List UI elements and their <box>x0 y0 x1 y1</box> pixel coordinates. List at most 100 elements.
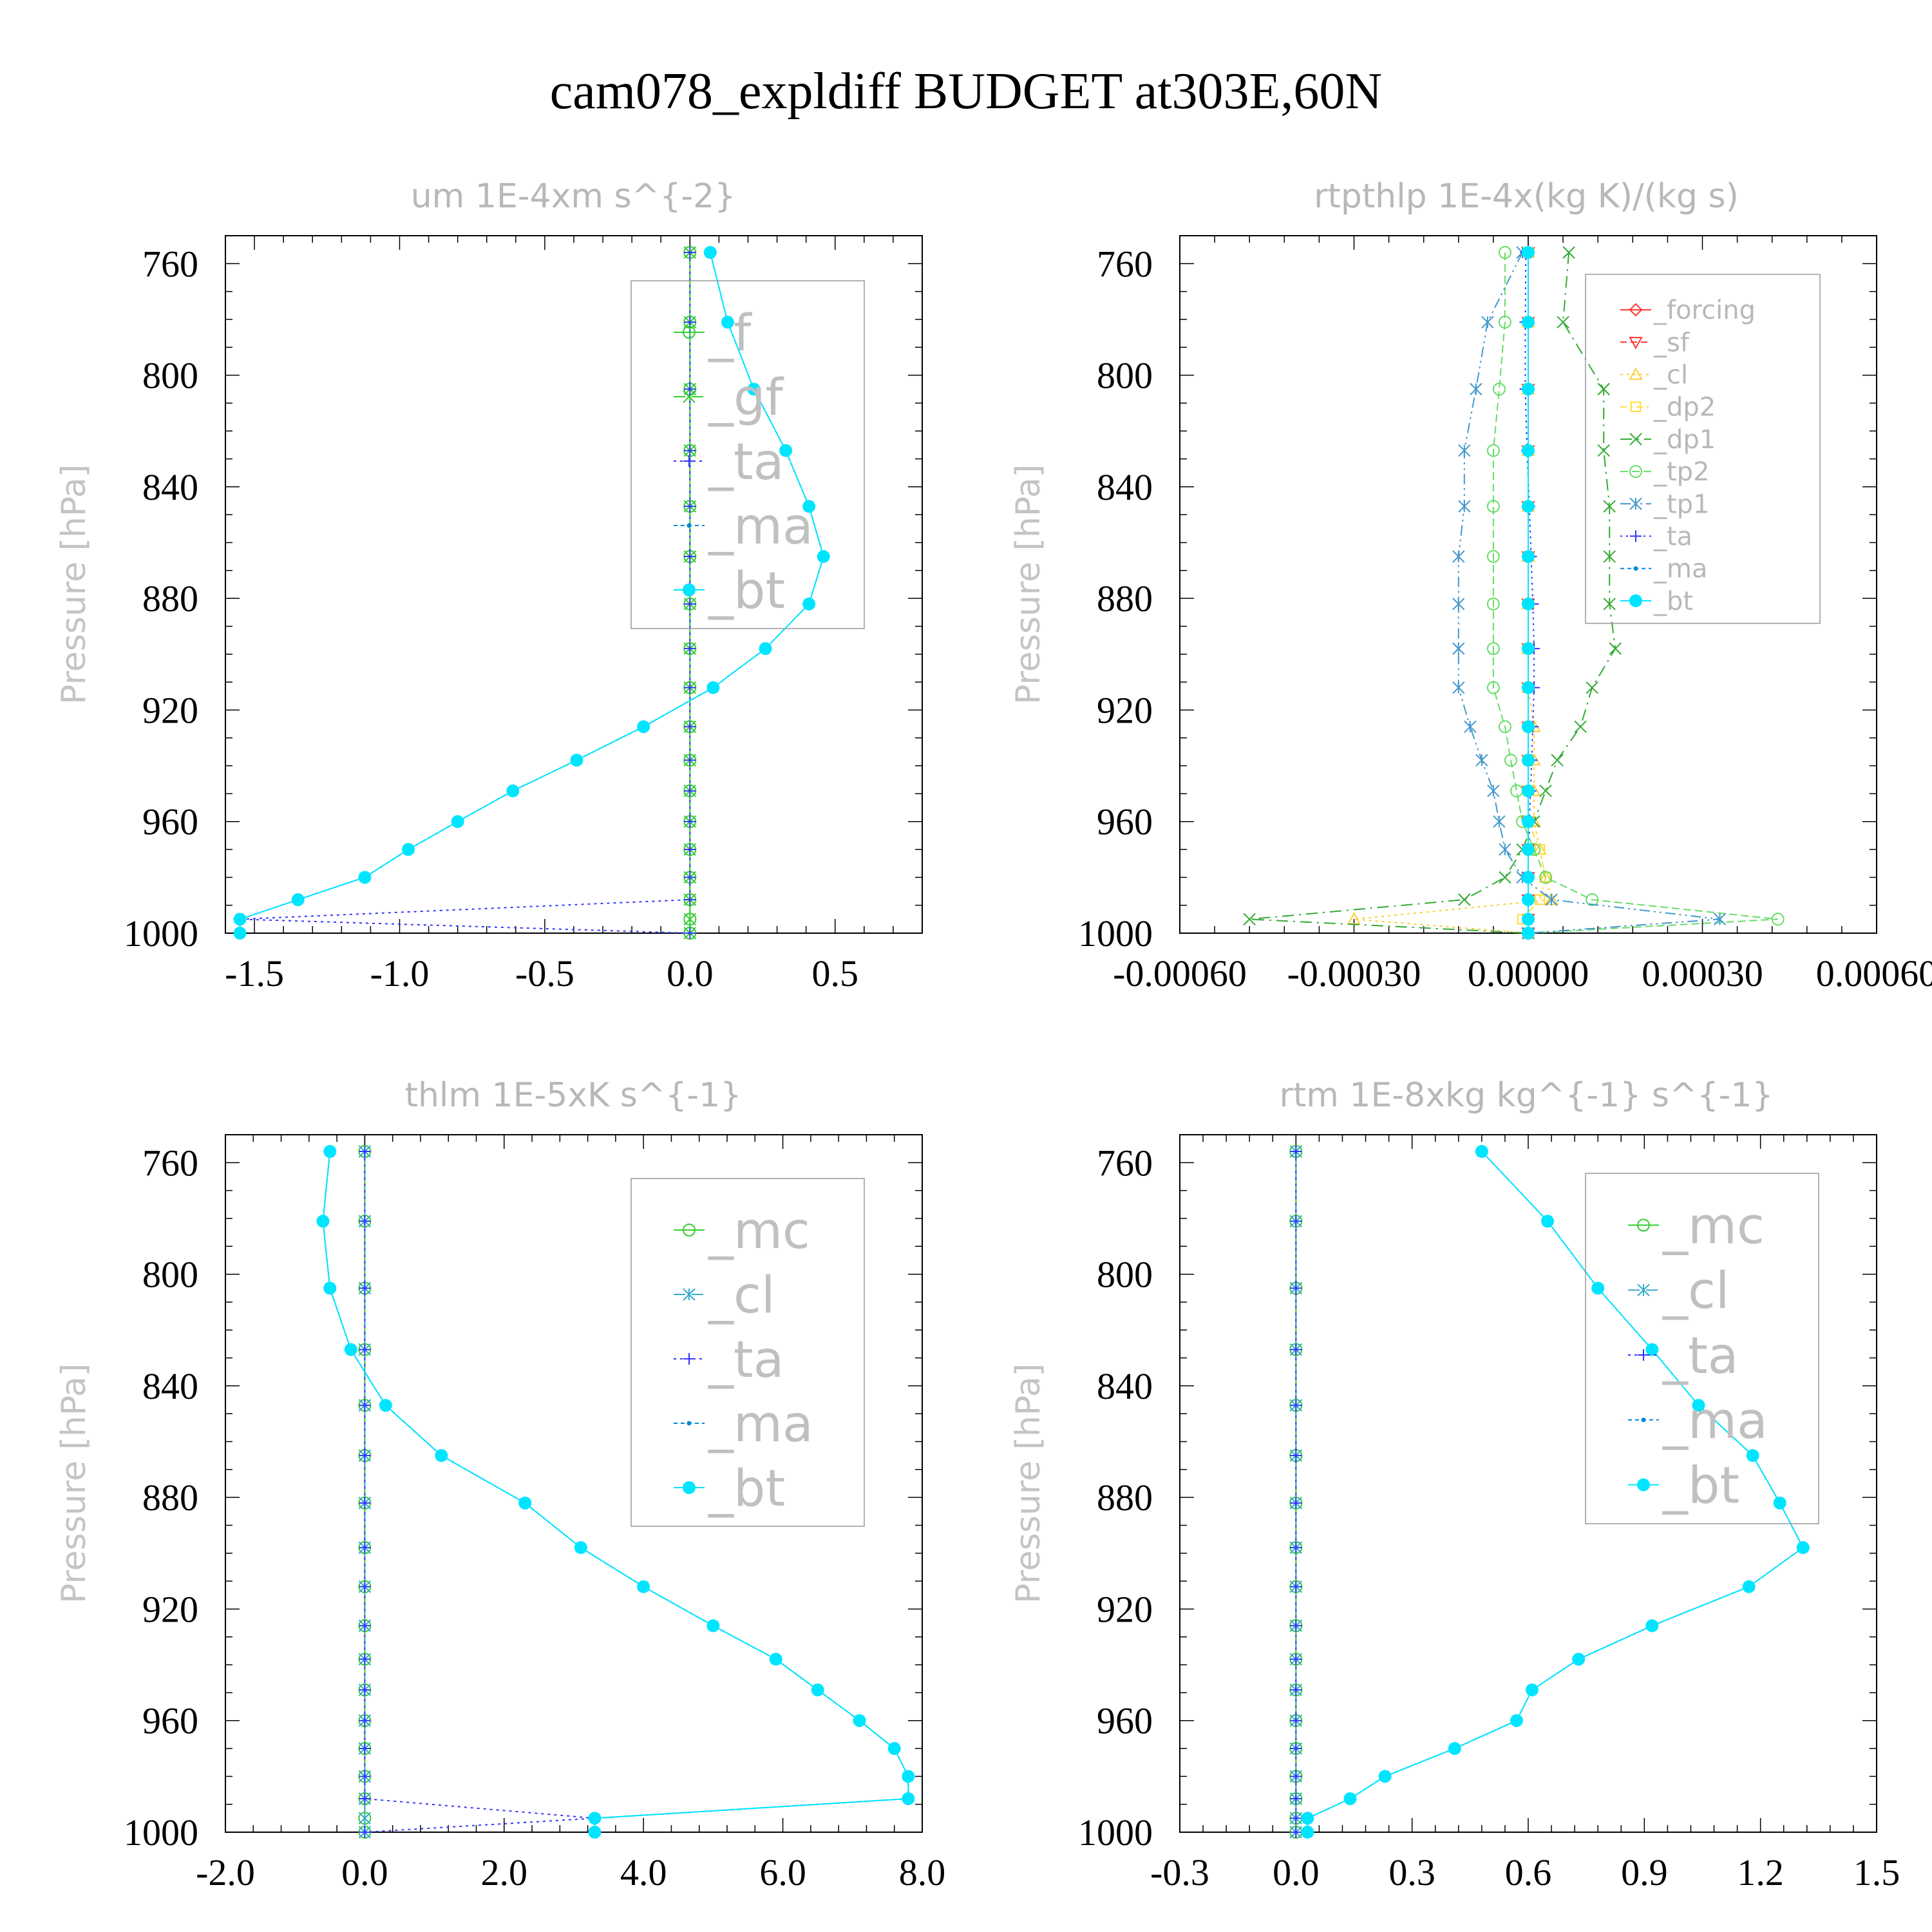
legend: _forcing _sf _cl _dp2 _dp1_tp2_tp1_ta_ma _bt <box>1585 274 1821 624</box>
x-tick-label: 0.6 <box>1505 1852 1552 1893</box>
y-tick-label: 760 <box>1097 243 1153 285</box>
data-point <box>684 598 696 610</box>
y-tick-label: 880 <box>142 578 198 620</box>
data-point <box>1522 316 1535 329</box>
data-point <box>1541 1215 1555 1228</box>
y-axis-label: Pressure [hPa] <box>1009 464 1048 705</box>
data-point <box>588 1826 601 1839</box>
y-tick-label: 800 <box>142 355 198 397</box>
legend-entry: _gf <box>674 369 784 427</box>
data-point <box>1562 246 1575 259</box>
legend-label: _bt <box>1662 1457 1739 1515</box>
data-point <box>1499 871 1511 884</box>
series-line <box>1307 1151 1804 1832</box>
data-point <box>1526 1683 1539 1697</box>
data-point <box>1522 815 1535 828</box>
data-point <box>1522 681 1535 694</box>
series-ta <box>1290 1145 1302 1838</box>
chart-panel-4: rtm 1E-8xkg kg^{-1} s^{-1} Pressure [hPa]… <box>1009 1076 1900 1893</box>
data-point <box>1452 681 1465 694</box>
data-point <box>684 815 696 828</box>
data-point <box>1301 1826 1314 1839</box>
y-tick-label: 800 <box>1097 1254 1153 1296</box>
data-point <box>1796 1541 1810 1555</box>
legend-entry: _mc <box>674 1202 810 1260</box>
legend-entry: _dp1 <box>1620 425 1716 455</box>
legend-entry: _ma <box>1628 1392 1768 1450</box>
data-point <box>637 720 650 734</box>
x-tick-label: 2.0 <box>481 1852 528 1893</box>
data-point <box>359 1826 371 1838</box>
data-point <box>1486 681 1500 694</box>
y-axis-label: Pressure [hPa] <box>55 464 93 705</box>
data-point <box>1290 1653 1302 1665</box>
x-tick-label: -2.0 <box>196 1852 255 1893</box>
series-line <box>322 1151 909 1832</box>
data-point <box>706 1619 720 1633</box>
data-point <box>359 1399 371 1412</box>
data-point <box>684 785 696 797</box>
data-point <box>747 383 761 396</box>
data-point <box>1603 598 1616 611</box>
data-point <box>1597 383 1610 395</box>
legend-entry: _mc <box>1628 1197 1765 1255</box>
y-tick-label: 840 <box>142 466 198 508</box>
legend-entry: _cl <box>1628 1262 1730 1320</box>
data-point <box>316 1215 330 1228</box>
data-point <box>1290 1580 1302 1593</box>
data-point <box>1290 1215 1302 1227</box>
legend-entry: _sf <box>1620 328 1690 357</box>
panel-title: um 1E-4xm s^{-2} <box>411 177 736 216</box>
legend-label: _tp2 <box>1653 457 1710 487</box>
y-tick-label: 1000 <box>1078 1812 1153 1853</box>
data-point <box>359 1653 371 1665</box>
y-tick-label: 760 <box>1097 1142 1153 1184</box>
data-point <box>706 681 720 694</box>
data-point <box>518 1496 532 1510</box>
data-point <box>1452 642 1465 655</box>
data-point <box>1522 784 1535 798</box>
legend-entry: _cl <box>1620 361 1688 390</box>
y-tick-label: 840 <box>1097 1365 1153 1407</box>
chart-panel-2: rtpthlp 1E-4x(kg K)/(kg s) Pressure [hPa]… <box>1009 177 1932 994</box>
data-point <box>769 1653 782 1666</box>
data-point <box>1539 871 1553 884</box>
data-point <box>1504 753 1517 767</box>
series-dp1 <box>1243 246 1622 940</box>
legend-label: _ma <box>1662 1392 1768 1450</box>
plot-frame <box>225 235 923 934</box>
data-point <box>902 1770 915 1783</box>
data-point <box>1290 1542 1302 1554</box>
data-point <box>1609 642 1622 655</box>
panel-title: rtpthlp 1E-4x(kg K)/(kg s) <box>1314 177 1739 216</box>
plot-frame <box>1179 1134 1877 1833</box>
data-point <box>1498 316 1511 329</box>
legend-entry: _cl <box>674 1267 775 1325</box>
data-point <box>1522 893 1535 907</box>
series-bt <box>1522 245 1535 940</box>
legend-label: _cl <box>708 1267 775 1325</box>
data-point <box>684 871 696 884</box>
data-point <box>1290 1620 1302 1632</box>
data-point <box>323 1144 337 1158</box>
legend-entry: _ta <box>674 1331 784 1389</box>
y-tick-label: 920 <box>142 1588 198 1630</box>
y-tick-label: 920 <box>142 689 198 731</box>
data-point <box>1493 815 1506 828</box>
x-tick-label: 1.2 <box>1737 1852 1784 1893</box>
legend-label: _bt <box>1653 587 1693 616</box>
data-point <box>359 1282 371 1294</box>
data-point <box>1470 383 1482 395</box>
data-point <box>817 550 830 564</box>
data-point <box>379 1399 392 1412</box>
data-point <box>451 815 464 828</box>
legend-entry: _dp2 <box>1620 393 1716 422</box>
data-point <box>1522 720 1535 734</box>
data-point <box>1243 913 1256 926</box>
data-point <box>1486 444 1500 457</box>
y-tick-label: 1000 <box>124 913 198 954</box>
data-point <box>359 1743 371 1755</box>
data-point <box>1522 843 1535 857</box>
legend-label: _dp2 <box>1653 393 1716 422</box>
